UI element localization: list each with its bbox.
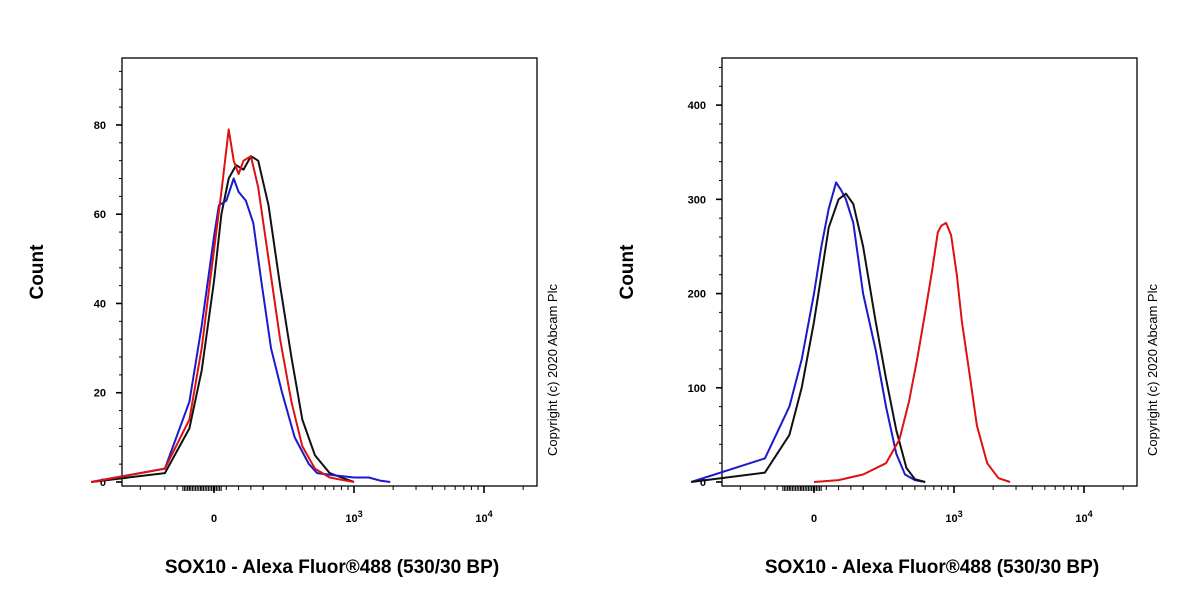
x-tick-label: 103 xyxy=(345,509,362,525)
panel-left: Count 0 20 40 60 80 0 103 104 Copyright (c) 202… xyxy=(27,57,560,578)
y-axis-title-right: Count xyxy=(617,244,638,300)
x-axis-title-right: SOX10 - Alexa Fluor®488 (530/30 BP) xyxy=(765,557,1099,578)
series-line-blue xyxy=(690,181,926,483)
y-tick-label: 60 xyxy=(94,209,106,221)
axes-right: 0 100 200 300 400 0 103 104 xyxy=(688,66,1124,525)
panel-right: Count 0 100 200 300 400 0 103 104 Copyright (c)… xyxy=(617,57,1160,578)
y-tick-label: 40 xyxy=(94,298,106,310)
copyright-left: Copyright (c) 2020 Abcam Plc xyxy=(545,284,560,456)
plot-frame-right xyxy=(721,57,1138,487)
x-axis-title-left: SOX10 - Alexa Fluor®488 (530/30 BP) xyxy=(165,557,499,578)
y-tick-label: 20 xyxy=(94,388,106,400)
series-group-right xyxy=(690,181,1011,483)
x-tick-label: 104 xyxy=(1075,509,1092,525)
series-line-blue xyxy=(91,177,391,483)
x-tick-label: 103 xyxy=(945,509,962,525)
x-tick-label: 104 xyxy=(475,509,492,525)
y-tick-label: 0 xyxy=(700,477,706,489)
copyright-right: Copyright (c) 2020 Abcam Plc xyxy=(1145,284,1160,456)
y-tick-label: 400 xyxy=(688,100,706,112)
y-tick-label: 100 xyxy=(688,383,706,395)
x-tick-label: 0 xyxy=(811,513,817,525)
series-line-red xyxy=(813,221,1011,483)
y-tick-label: 200 xyxy=(688,289,706,301)
y-tick-label: 80 xyxy=(94,120,106,132)
series-group-left xyxy=(91,128,391,483)
series-line-black xyxy=(691,192,926,483)
x-tick-label: 0 xyxy=(211,513,217,525)
y-tick-label: 0 xyxy=(100,477,106,489)
plot-frame-left xyxy=(121,57,538,487)
series-line-black xyxy=(91,155,355,483)
y-axis-title-left: Count xyxy=(27,244,48,300)
series-line-red xyxy=(91,128,355,483)
y-tick-label: 300 xyxy=(688,194,706,206)
